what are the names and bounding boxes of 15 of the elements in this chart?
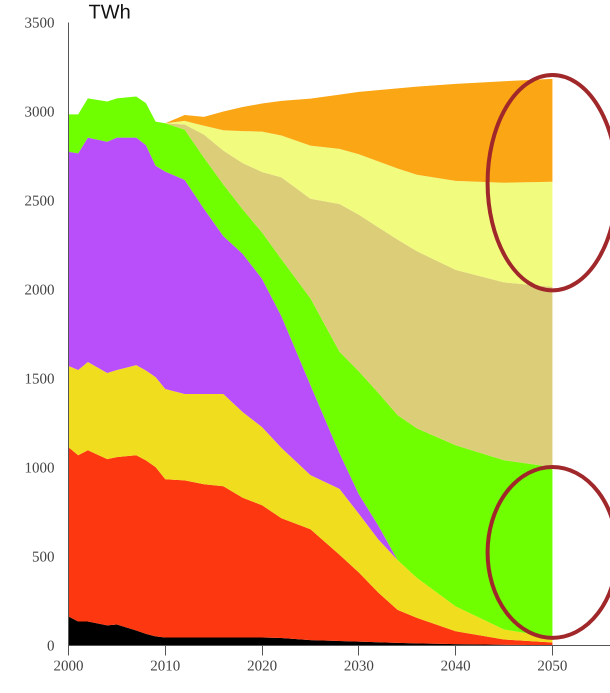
x-tick-label: 2000	[54, 658, 84, 674]
y-tick-label: 3000	[24, 104, 54, 120]
x-tick-label: 2010	[150, 658, 180, 674]
y-tick-label: 500	[32, 550, 54, 566]
y-tick-label: 2500	[24, 194, 54, 210]
y-axis-title: TWh	[88, 2, 131, 24]
y-tick-label: 0	[47, 638, 54, 654]
x-tick-label: 2040	[440, 658, 471, 674]
x-tick-label: 2030	[344, 658, 374, 674]
y-tick-label: 3500	[24, 16, 54, 32]
y-tick-label: 2000	[24, 282, 54, 298]
x-tick-label: 2020	[247, 658, 278, 674]
y-tick-label: 1000	[24, 460, 54, 476]
y-tick-label: 1500	[24, 372, 54, 388]
x-tick-label: 2050	[537, 658, 568, 674]
